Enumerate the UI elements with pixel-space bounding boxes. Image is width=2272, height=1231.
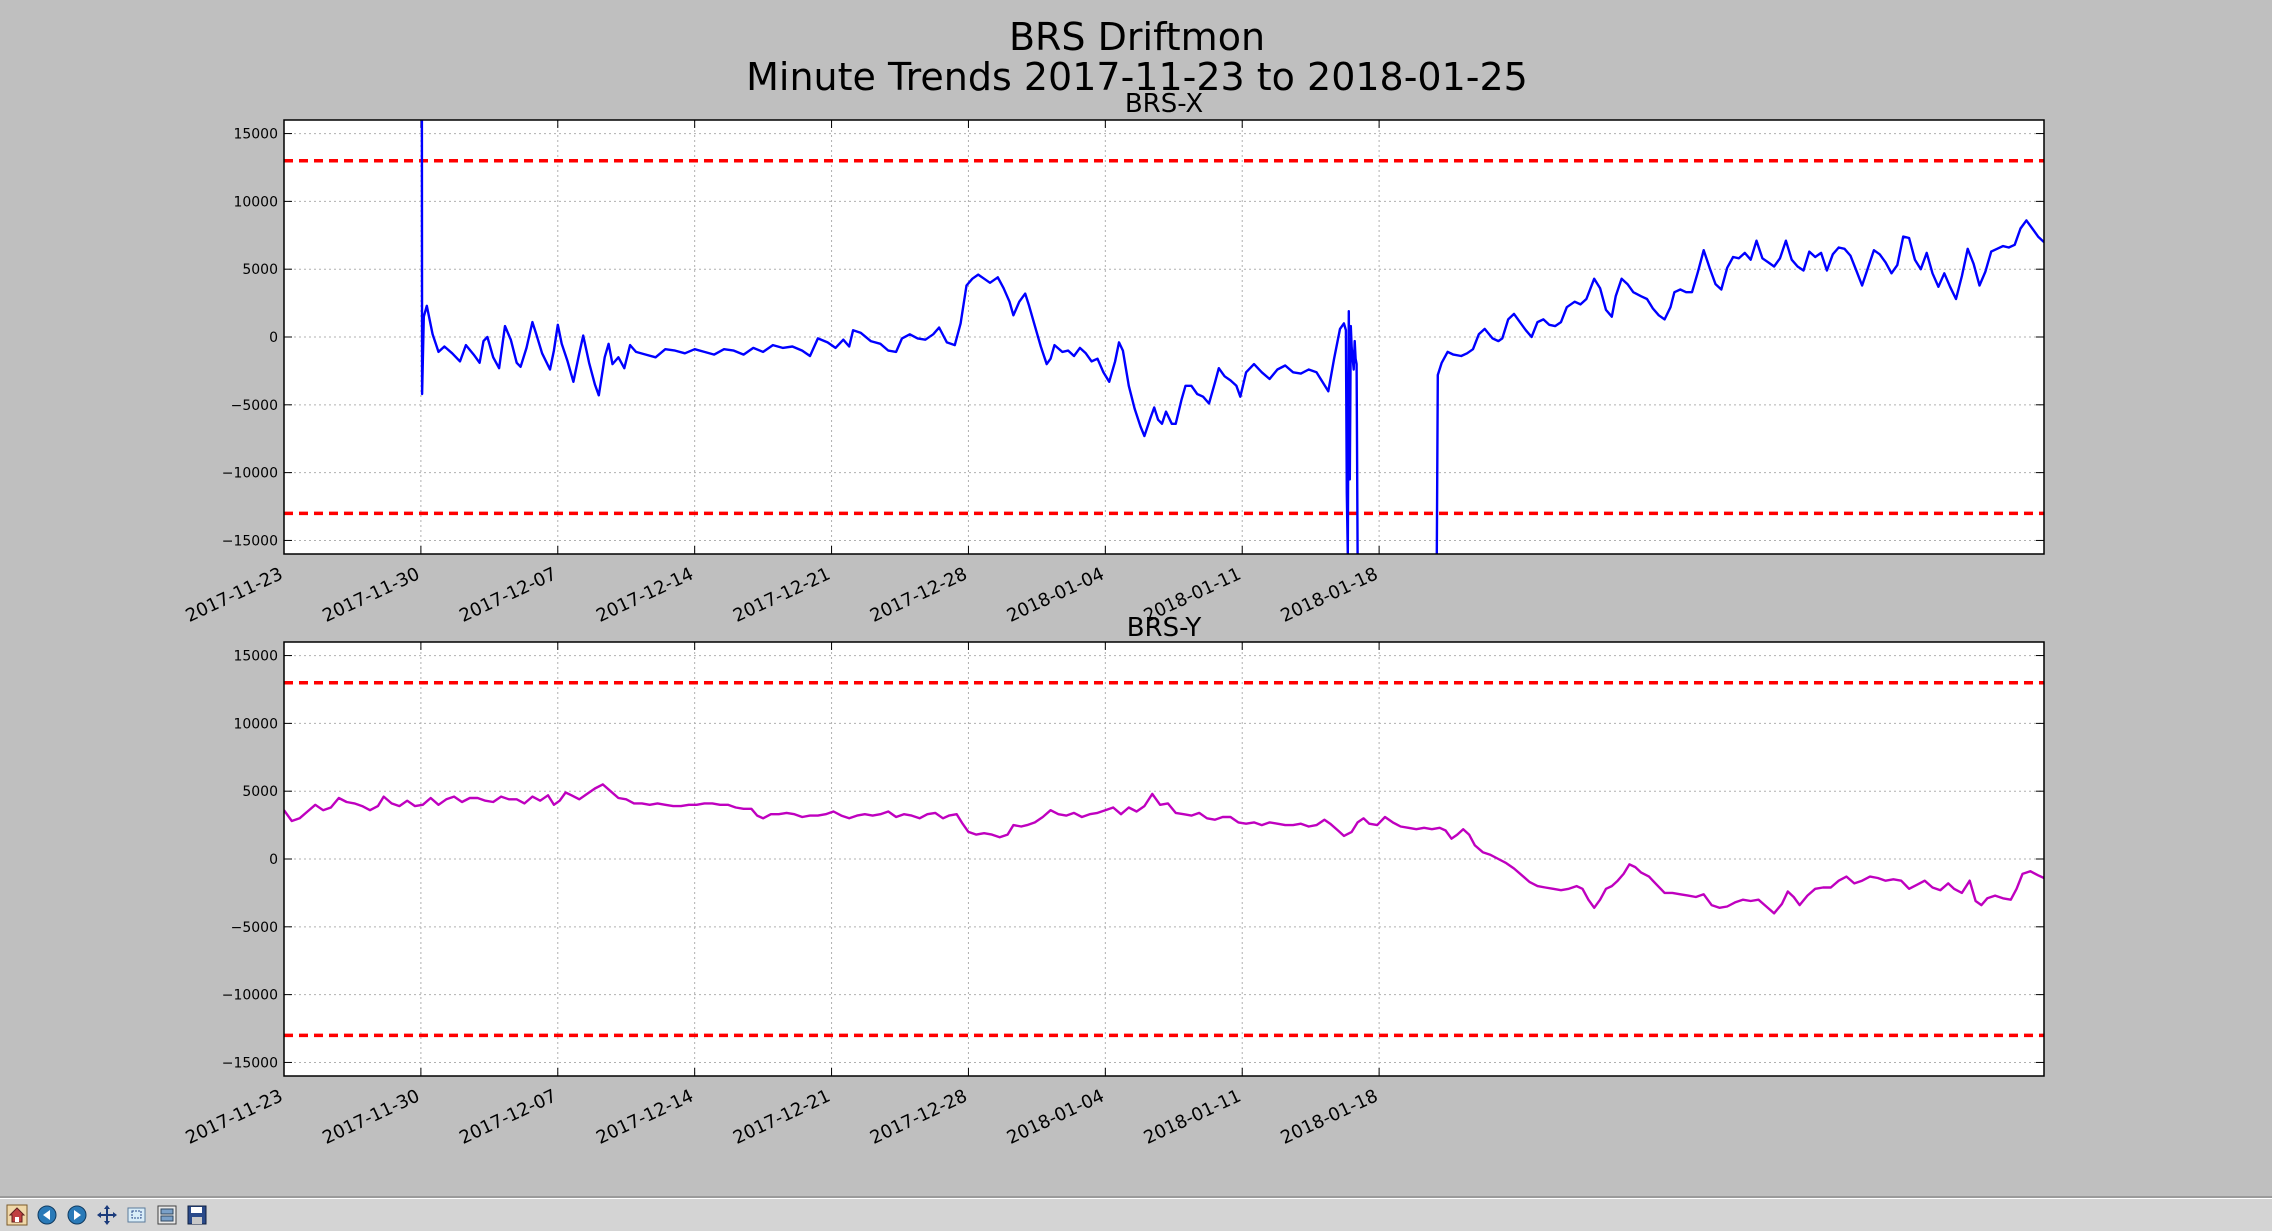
pan-button[interactable]	[94, 1202, 120, 1228]
x-tick-label: 2017-11-23	[182, 1085, 286, 1148]
x-tick-label: 2018-01-04	[1004, 1085, 1108, 1148]
x-tick-label: 2017-12-21	[730, 563, 834, 626]
figure-title-line2: Minute Trends 2017-11-23 to 2018-01-25	[746, 55, 1528, 99]
x-tick-label: 2017-12-14	[593, 563, 697, 626]
home-icon	[6, 1204, 28, 1226]
y-tick-label: 15000	[233, 127, 278, 143]
pan-move-icon	[97, 1205, 117, 1225]
navigation-toolbar	[0, 1198, 2272, 1231]
x-tick-label: 2017-11-30	[319, 1085, 423, 1148]
x-tick-label: 2017-12-28	[867, 563, 971, 626]
y-tick-label: 15000	[233, 649, 278, 665]
figure-title-line1: BRS Driftmon	[1009, 15, 1265, 59]
y-tick-label: −10000	[222, 466, 278, 482]
brs-y-axes[interactable]: 15000 10000 5000 0 −5000 −10000 −15000 2017-11-…	[182, 613, 2045, 1149]
forward-button[interactable]	[64, 1202, 90, 1228]
y-tick-label: 10000	[233, 194, 278, 210]
forward-arrow-icon	[67, 1205, 87, 1225]
subplots-config-icon	[157, 1205, 177, 1225]
zoom-button[interactable]	[124, 1202, 150, 1228]
x-tick-label: 2017-11-30	[319, 563, 423, 626]
y-tick-label: 5000	[242, 784, 278, 800]
x-tick-label: 2018-01-18	[1278, 1085, 1382, 1148]
zoom-rect-icon	[127, 1207, 146, 1223]
x-tick-label: 2018-01-04	[1004, 563, 1108, 626]
y-tick-label: 0	[269, 330, 278, 346]
y-tick-label: −15000	[222, 1055, 278, 1071]
series-line	[1435, 219, 2044, 554]
save-floppy-icon	[187, 1205, 207, 1225]
y-tick-label: −5000	[231, 920, 278, 936]
figure-canvas: BRS Driftmon Minute Trends 2017-11-23 to…	[182, 15, 2045, 1149]
axes-title: BRS-Y	[1127, 613, 1202, 643]
back-arrow-icon	[37, 1205, 57, 1225]
y-tick-label: −10000	[222, 988, 278, 1004]
x-tick-label: 2018-01-18	[1278, 563, 1382, 626]
y-tick-label: −15000	[222, 533, 278, 549]
axes-frame	[283, 641, 2045, 1077]
brs-x-axes[interactable]: 15000 10000 5000 0 −5000 −10000 −15000 2017-11-…	[182, 89, 2045, 627]
save-button[interactable]	[184, 1202, 210, 1228]
x-tick-label: 2017-11-23	[182, 563, 286, 626]
configure-subplots-button[interactable]	[154, 1202, 180, 1228]
figure-window: BRS Driftmon Minute Trends 2017-11-23 to…	[0, 15, 2272, 1198]
x-tick-label: 2017-12-28	[867, 1085, 971, 1148]
back-button[interactable]	[34, 1202, 60, 1228]
x-tick-label: 2017-12-21	[730, 1085, 834, 1148]
y-tick-label: 5000	[242, 262, 278, 278]
y-tick-label: 10000	[233, 716, 278, 732]
x-tick-label: 2017-12-14	[593, 1085, 697, 1148]
x-tick-label: 2017-12-07	[456, 1085, 560, 1148]
x-tick-label: 2018-01-11	[1141, 1085, 1245, 1148]
axes-title: BRS-X	[1125, 89, 1203, 119]
series-line	[284, 783, 2044, 915]
axes-frame	[283, 119, 2045, 555]
x-tick-label: 2017-12-07	[456, 563, 560, 626]
y-tick-label: −5000	[231, 398, 278, 414]
y-tick-label: 0	[269, 852, 278, 868]
home-button[interactable]	[4, 1202, 30, 1228]
series-line	[420, 120, 1359, 554]
